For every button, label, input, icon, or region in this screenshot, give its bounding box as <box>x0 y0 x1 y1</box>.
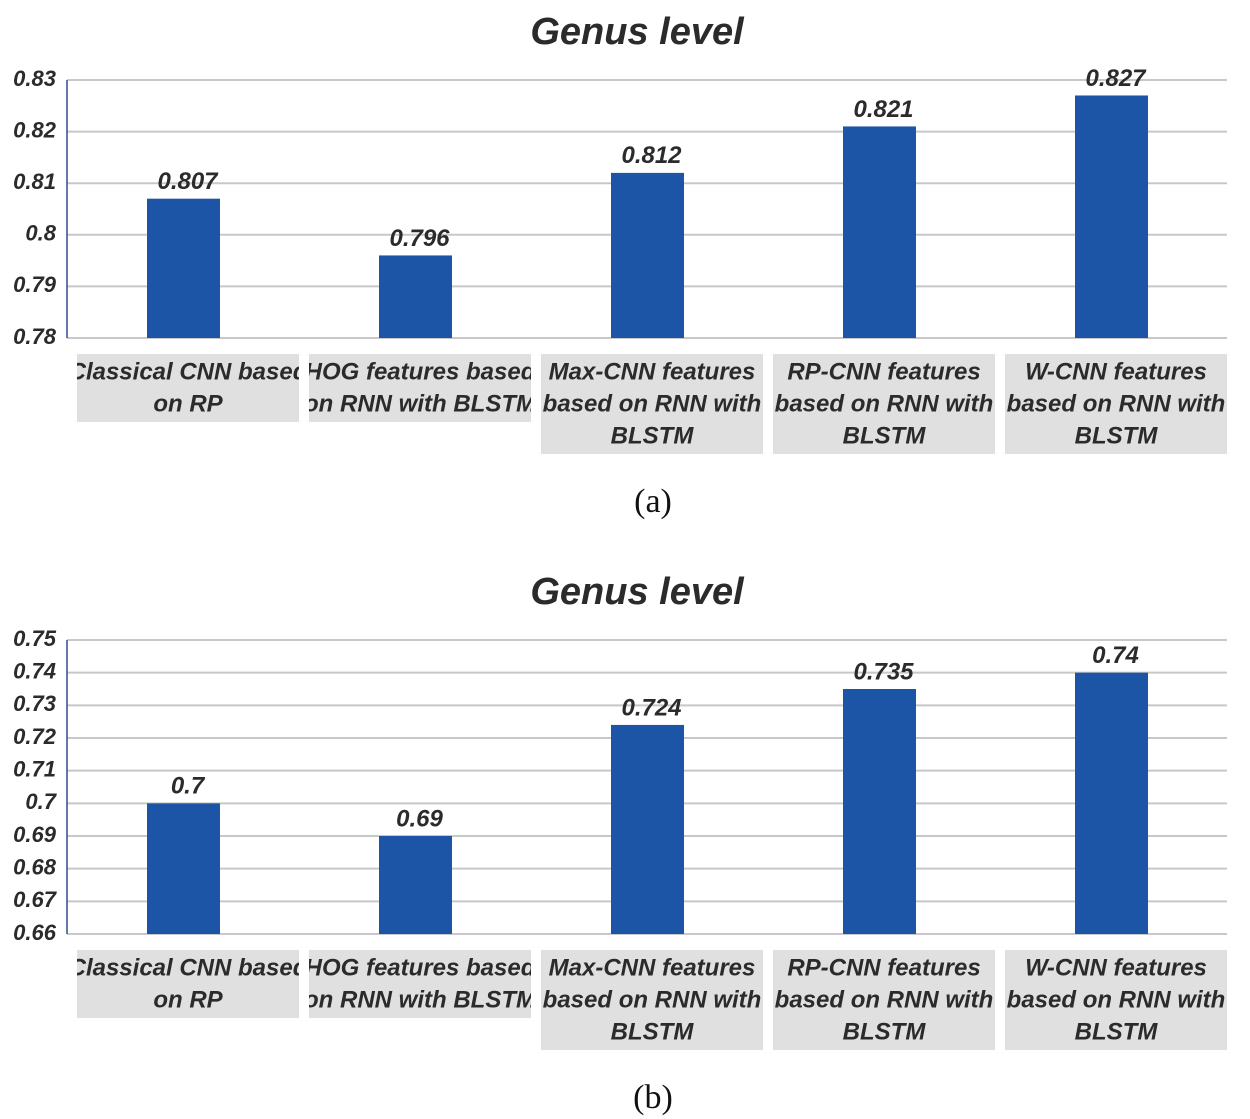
category-label-line: Max-CNN features <box>549 954 756 981</box>
category-label-line: BLSTM <box>843 1018 927 1045</box>
category-label-line: on RNN with BLSTM <box>304 986 537 1013</box>
category-label: Max-CNN features based on RNN with BLSTM <box>543 358 762 449</box>
category-label-line: HOG features based <box>305 358 537 385</box>
y-tick-label: 0.79 <box>13 272 57 297</box>
data-label: 0.735 <box>853 658 914 685</box>
figure-caption: (b) <box>633 1079 673 1116</box>
category-label-box <box>309 354 531 422</box>
category-label-box <box>309 950 531 1018</box>
category-label-box <box>773 950 995 1050</box>
bar <box>147 198 220 338</box>
y-tick-label: 0.68 <box>13 854 57 879</box>
bar <box>147 803 220 934</box>
category-label-box <box>1005 950 1227 1050</box>
y-tick-label: 0.75 <box>13 626 57 651</box>
category-label-line: RP-CNN features <box>787 954 980 981</box>
chart-b: Genus level 0.66 0.67 0.68 0.69 0.7 0.71 0.72 0.… <box>13 571 1227 1116</box>
y-tick-label: 0.81 <box>13 169 56 194</box>
y-tick-label: 0.82 <box>13 117 57 142</box>
category-label-box <box>1005 354 1227 454</box>
y-tick-label: 0.72 <box>13 724 57 749</box>
category-label: W-CNN features based on RNN with BLSTM <box>1007 954 1226 1045</box>
category-label-line: based on RNN with <box>543 986 762 1013</box>
data-label: 0.807 <box>157 168 219 195</box>
y-tick-label: 0.8 <box>25 221 56 246</box>
category-label-line: W-CNN features <box>1025 954 1207 981</box>
category-label-line: Classical CNN based <box>69 954 309 981</box>
category-label-line: BLSTM <box>1075 422 1159 449</box>
category-label-line: BLSTM <box>843 422 927 449</box>
category-label-line: W-CNN features <box>1025 358 1207 385</box>
data-label: 0.821 <box>853 96 913 123</box>
y-tick-label: 0.78 <box>13 324 57 349</box>
data-label: 0.7 <box>171 773 206 800</box>
y-tick-label: 0.66 <box>13 920 57 945</box>
bar <box>1075 95 1148 338</box>
category-label: Classical CNN based on RP <box>69 954 309 1013</box>
bar <box>1075 672 1148 934</box>
category-label: Classical CNN based on RP <box>69 358 309 417</box>
y-tick-label: 0.71 <box>13 756 56 781</box>
y-tick-label: 0.67 <box>13 887 58 912</box>
category-label-box <box>541 354 763 454</box>
y-tick-label: 0.69 <box>13 822 57 847</box>
bar <box>843 126 916 338</box>
y-tick-label: 0.83 <box>13 66 56 91</box>
data-label: 0.74 <box>1092 642 1139 669</box>
category-label-line: BLSTM <box>611 1018 695 1045</box>
category-label-line: BLSTM <box>1075 1018 1159 1045</box>
category-label-box <box>77 950 299 1018</box>
category-label: RP-CNN features based on RNN with BLSTM <box>775 358 994 449</box>
category-label-line: HOG features based <box>305 954 537 981</box>
figure-caption: (a) <box>634 483 672 520</box>
data-label: 0.69 <box>396 805 443 832</box>
category-label-line: RP-CNN features <box>787 358 980 385</box>
category-label-line: based on RNN with <box>543 390 762 417</box>
data-label: 0.812 <box>621 142 682 169</box>
category-label: HOG features based on RNN with BLSTM <box>304 358 537 417</box>
category-label-line: based on RNN with <box>1007 390 1226 417</box>
category-label-line: Classical CNN based <box>69 358 309 385</box>
y-tick-label: 0.74 <box>13 658 56 683</box>
category-label-box <box>773 354 995 454</box>
category-label-line: based on RNN with <box>775 390 994 417</box>
bar <box>379 836 452 934</box>
data-label: 0.827 <box>1085 65 1147 92</box>
category-label-line: on RP <box>153 986 223 1013</box>
category-label: HOG features based on RNN with BLSTM <box>304 954 537 1013</box>
y-tick-label: 0.73 <box>13 691 56 716</box>
chart-title: Genus level <box>530 571 745 613</box>
category-label: Max-CNN features based on RNN with BLSTM <box>543 954 762 1045</box>
y-tick-label: 0.7 <box>25 789 57 814</box>
data-label: 0.724 <box>621 694 681 721</box>
bar <box>379 255 452 338</box>
chart-title: Genus level <box>530 11 745 53</box>
category-label-line: on RP <box>153 390 223 417</box>
category-label: W-CNN features based on RNN with BLSTM <box>1007 358 1226 449</box>
category-label-box <box>541 950 763 1050</box>
category-label: RP-CNN features based on RNN with BLSTM <box>775 954 994 1045</box>
category-label-line: on RNN with BLSTM <box>304 390 537 417</box>
category-label-box <box>77 354 299 422</box>
category-label-line: based on RNN with <box>1007 986 1226 1013</box>
category-label-line: Max-CNN features <box>549 358 756 385</box>
category-label-line: BLSTM <box>611 422 695 449</box>
bar <box>611 172 684 338</box>
chart-a: Genus level 0.78 0.79 0.8 0.81 0.82 0.83 Classi… <box>13 11 1227 520</box>
data-label: 0.796 <box>389 225 450 252</box>
category-label-line: based on RNN with <box>775 986 994 1013</box>
bar <box>843 689 916 934</box>
bar <box>611 724 684 934</box>
